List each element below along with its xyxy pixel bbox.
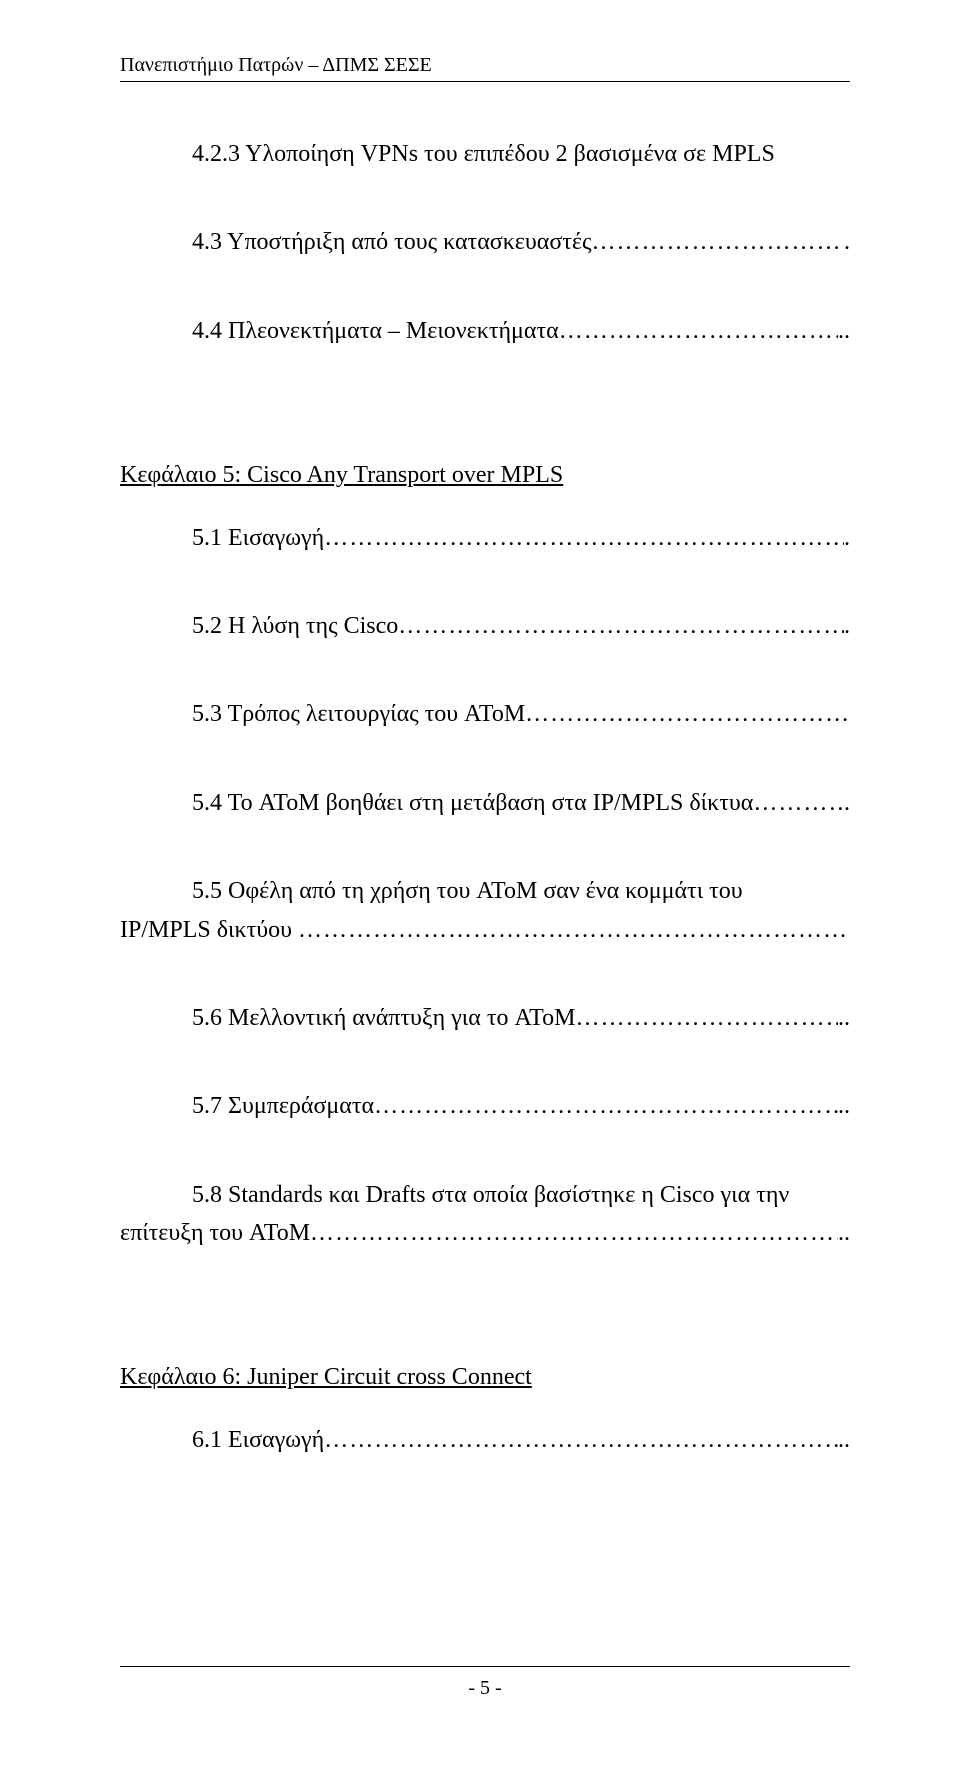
toc-entry: 4.2.3 Υλοποίηση VPNs του επιπέδου 2 βασι… [120, 138, 850, 170]
toc-label: 4.2.3 Υλοποίηση VPNs του επιπέδου 2 βασι… [192, 138, 775, 170]
document-page: Πανεπιστήμιο Πατρών – ΔΠΜΣ ΣΕΣΕ 4.2.3 Υλ… [0, 0, 960, 1770]
toc-label: 5.4 Το AToM βοηθάει στη μετάβαση στα IP/… [192, 787, 753, 819]
toc-leader: …………………………………………………………………………………………………………… [374, 1090, 838, 1122]
toc-leader: …………………………………………………………………………………………………………… [592, 226, 844, 258]
toc-entry: 5.6 Μελλοντική ανάπτυξη για το AToM …………… [120, 1002, 850, 1034]
toc-label: 5.2 Η λύση της Cisco [192, 610, 398, 642]
toc-trailer: . [844, 610, 850, 642]
toc-entry: 5.1 Εισαγωγή ………………………………………………………………………… [120, 522, 850, 554]
toc-label: 5.6 Μελλοντική ανάπτυξη για το AToM [192, 1002, 575, 1034]
toc-leader: …………………………………………………………………………………………………………… [324, 522, 844, 554]
toc-label: επίτευξη του AToM [120, 1217, 310, 1249]
toc-label: 4.3 Υποστήριξη από τους κατασκευαστές [192, 226, 592, 258]
toc-entry: 5.7 Συμπεράσματα ……………………………………………………………… [120, 1090, 850, 1122]
toc-label: IP/MPLS δικτύου [120, 914, 298, 946]
toc-trailer: .. [838, 315, 850, 347]
toc-leader: …………………………………………………………………………………………………………… [398, 610, 844, 642]
toc-label: 6.1 Εισαγωγή [192, 1424, 324, 1456]
page-number: - 5 - [120, 1677, 850, 1700]
toc-trailer: .. [838, 1002, 850, 1034]
chapter-heading: Κεφάλαιο 5: Cisco Any Transport over MPL… [120, 459, 850, 491]
toc-entry-continuation: IP/MPLS δικτύου ………………………………………………………………… [120, 914, 850, 946]
toc-trailer: . [844, 522, 850, 554]
footer-rule [120, 1666, 850, 1667]
toc-leader: …………………………………………………………………………………………………………… [324, 1424, 838, 1456]
toc-label: 5.8 Standards και Drafts στα οποία βασίσ… [192, 1179, 789, 1211]
toc-leader: …………………………………………………………………………………………………………… [310, 1217, 838, 1249]
page-footer: - 5 - [120, 1666, 850, 1700]
toc-entry: 5.5 Οφέλη από τη χρήση του AToM σαν ένα … [120, 875, 850, 907]
toc-leader: …………………………………………………………………………………………………………… [753, 787, 844, 819]
toc-entry: 5.8 Standards και Drafts στα οποία βασίσ… [120, 1179, 850, 1211]
spacer [120, 1305, 850, 1333]
toc-leader: …………………………………………………………………………………………………………… [575, 1002, 838, 1034]
toc-entry: 6.1 Εισαγωγή ………………………………………………………………………… [120, 1424, 850, 1456]
toc-trailer: .. [838, 1217, 850, 1249]
toc-entry-continuation: επίτευξη του AToM …………………………………………………………… [120, 1217, 850, 1249]
toc-entry: 5.2 Η λύση της Cisco …………………………………………………… [120, 610, 850, 642]
toc-label: 5.1 Εισαγωγή [192, 522, 324, 554]
toc-leader: …………………………………………………………………………………………………………… [525, 698, 850, 730]
toc-label: 5.7 Συμπεράσματα [192, 1090, 374, 1122]
header-rule [120, 81, 850, 82]
spacer [120, 403, 850, 431]
toc-entry: 4.4 Πλεονεκτήματα – Μειονεκτήματα ………………… [120, 315, 850, 347]
toc-leader: …………………………………………………………………………………………………………… [559, 315, 838, 347]
toc-entry: 4.3 Υποστήριξη από τους κατασκευαστές ……… [120, 226, 850, 258]
toc-label: 4.4 Πλεονεκτήματα – Μειονεκτήματα [192, 315, 559, 347]
toc-trailer: . [844, 787, 850, 819]
toc-trailer: .. [838, 1424, 850, 1456]
running-head: Πανεπιστήμιο Πατρών – ΔΠΜΣ ΣΕΣΕ [120, 54, 850, 77]
toc-leader: …………………………………………………………………………………………………………… [298, 914, 850, 946]
toc-entry: 5.3 Τρόπος λειτουργίας του AToM ……………………… [120, 698, 850, 730]
toc-label: 5.3 Τρόπος λειτουργίας του AToM [192, 698, 525, 730]
toc-entry: 5.4 Το AToM βοηθάει στη μετάβαση στα IP/… [120, 787, 850, 819]
toc-label: 5.5 Οφέλη από τη χρήση του AToM σαν ένα … [192, 875, 743, 907]
toc-trailer: .. [838, 1090, 850, 1122]
toc-trailer: . [844, 226, 850, 258]
toc-content: 4.2.3 Υλοποίηση VPNs του επιπέδου 2 βασι… [120, 138, 850, 1456]
chapter-heading: Κεφάλαιο 6: Juniper Circuit cross Connec… [120, 1361, 850, 1393]
